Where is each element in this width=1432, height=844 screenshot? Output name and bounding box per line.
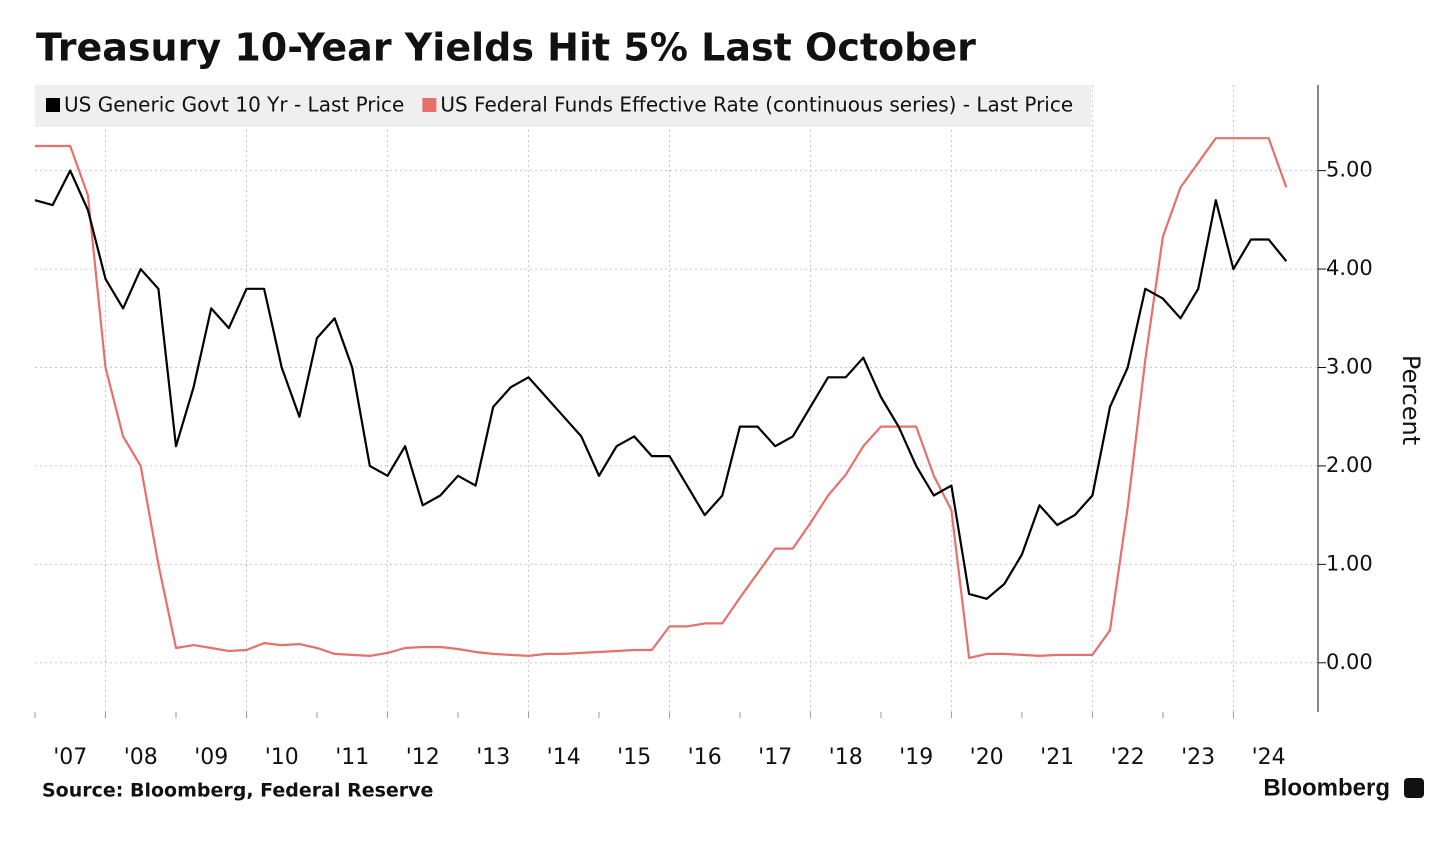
legend-bg [35,85,1092,127]
x-tick-label: '13 [476,745,510,770]
legend-swatch [422,98,437,112]
x-tick-label: '18 [829,745,863,770]
x-tick-label: '14 [547,745,581,770]
x-tick-label: '19 [899,745,933,770]
x-tick-label: '12 [406,745,440,770]
x-tick-label: '20 [970,745,1004,770]
brand: Bloomberg [1263,774,1390,801]
y-tick-label: 2.00 [1326,453,1373,477]
x-tick-label: '08 [124,745,158,770]
legend-swatch [46,98,60,112]
series-line [35,137,1288,659]
x-tick-label: '09 [194,745,228,770]
y-tick-label: 5.00 [1326,158,1373,182]
x-tick-label: '07 [53,745,87,770]
y-tick-label: 1.00 [1326,551,1373,575]
legend-label: US Generic Govt 10 Yr - Last Price [64,93,404,117]
chart-title: Treasury 10-Year Yields Hit 5% Last Octo… [36,26,976,70]
brand-icon [1404,778,1424,798]
y-tick-label: 0.00 [1326,650,1373,674]
x-tick-label: '22 [1111,745,1145,770]
x-tick-label: '23 [1181,745,1215,770]
x-tick-label: '21 [1040,745,1074,770]
legend-label: US Federal Funds Effective Rate (continu… [440,93,1073,117]
x-tick-label: '17 [758,745,792,770]
x-tick-label: '16 [688,745,722,770]
y-tick-label: 3.00 [1326,354,1373,378]
x-tick-label: '11 [335,745,369,770]
series-line [34,169,1288,600]
y-axis-label: Percent [1397,355,1425,445]
x-tick-label: '15 [617,745,651,770]
source: Source: Bloomberg, Federal Reserve [42,780,433,802]
legend: US Generic Govt 10 Yr - Last Price US Fed… [35,85,1092,127]
y-tick-label: 4.00 [1326,256,1373,280]
x-tick-label: '24 [1252,745,1286,770]
x-tick-label: '10 [265,745,299,770]
